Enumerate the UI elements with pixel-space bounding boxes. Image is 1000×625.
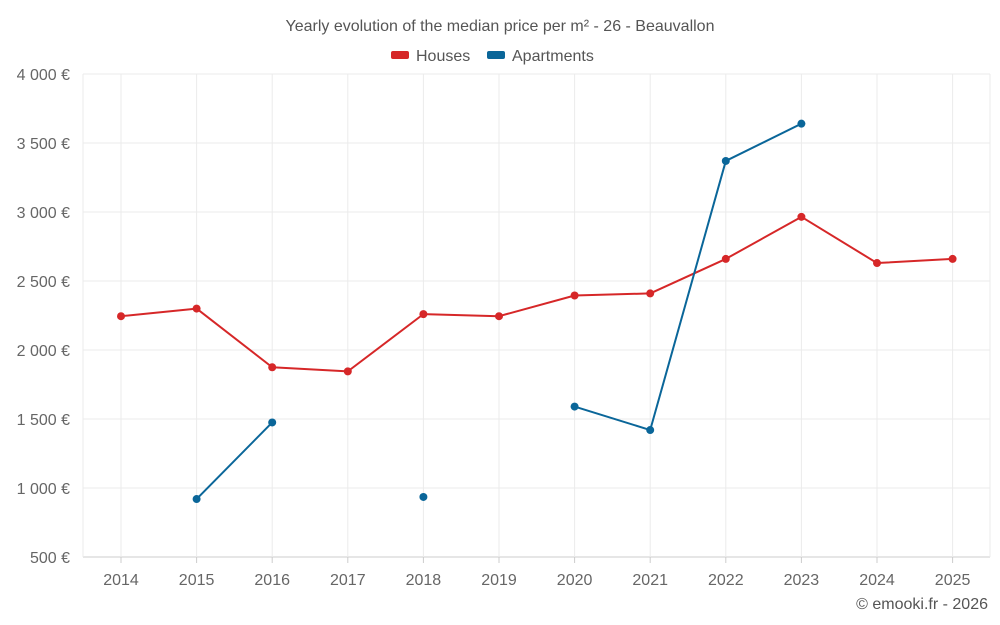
- y-tick-label: 500 €: [30, 550, 70, 567]
- data-point-houses[interactable]: [721, 254, 730, 263]
- y-tick-label: 3 500 €: [17, 136, 70, 153]
- x-tick-label: 2017: [330, 572, 366, 589]
- legend: Houses Apartments: [391, 48, 594, 65]
- y-tick-label: 4 000 €: [17, 67, 70, 84]
- data-point-houses[interactable]: [495, 312, 503, 321]
- x-axis: 2014 2015 2016 2017 2018 2019 2020 2021 2022 2023…: [103, 557, 970, 589]
- data-point-houses[interactable]: [570, 291, 579, 300]
- x-tick-label: 2019: [481, 572, 517, 589]
- legend-label-houses[interactable]: Houses: [416, 48, 470, 65]
- x-tick-label: 2015: [179, 572, 215, 589]
- series-line-houses: [120, 215, 953, 373]
- data-point-houses[interactable]: [873, 259, 881, 268]
- y-tick-label: 1 500 €: [17, 412, 70, 429]
- series-line-apartments: [195, 421, 273, 500]
- data-point-apartments[interactable]: [721, 156, 730, 165]
- data-point-houses[interactable]: [419, 310, 428, 319]
- x-tick-label: 2020: [557, 572, 593, 589]
- x-tick-label: 2025: [935, 572, 971, 589]
- data-point-apartments[interactable]: [797, 119, 806, 128]
- grid: [82, 73, 991, 558]
- x-tick-label: 2021: [632, 572, 668, 589]
- y-tick-label: 2 500 €: [17, 274, 70, 291]
- x-tick-label: 2018: [406, 572, 442, 589]
- data-point-houses[interactable]: [797, 212, 806, 221]
- data-point-houses[interactable]: [117, 312, 125, 321]
- legend-swatch-houses: [391, 51, 409, 59]
- data-point-apartments[interactable]: [268, 418, 277, 427]
- x-tick-label: 2014: [103, 572, 139, 589]
- credit-text: © emooki.fr - 2026: [856, 596, 988, 613]
- legend-label-apartments[interactable]: Apartments: [512, 48, 594, 65]
- y-tick-label: 2 000 €: [17, 343, 70, 360]
- series-group: [117, 119, 957, 504]
- x-tick-label: 2022: [708, 572, 744, 589]
- series-houses: [117, 212, 957, 376]
- chart-title: Yearly evolution of the median price per…: [286, 18, 715, 35]
- x-tick-label: 2024: [859, 572, 895, 589]
- series-line-apartments: [574, 122, 802, 432]
- y-tick-label: 3 000 €: [17, 205, 70, 222]
- data-point-houses[interactable]: [948, 254, 957, 263]
- data-point-apartments[interactable]: [570, 402, 579, 411]
- data-point-apartments[interactable]: [419, 492, 428, 501]
- data-point-apartments[interactable]: [192, 495, 201, 504]
- x-tick-label: 2023: [784, 572, 820, 589]
- data-point-houses[interactable]: [343, 367, 352, 376]
- data-point-houses[interactable]: [646, 289, 655, 298]
- data-point-houses[interactable]: [268, 363, 277, 372]
- data-point-houses[interactable]: [192, 304, 201, 313]
- series-apartments: [192, 119, 806, 504]
- x-tick-label: 2016: [254, 572, 290, 589]
- legend-swatch-apartments: [487, 51, 505, 59]
- y-tick-label: 1 000 €: [17, 481, 70, 498]
- data-point-apartments[interactable]: [646, 426, 655, 435]
- y-axis: 500 € 1 000 € 1 500 € 2 000 € 2 500 € 3 000 €…: [17, 67, 70, 567]
